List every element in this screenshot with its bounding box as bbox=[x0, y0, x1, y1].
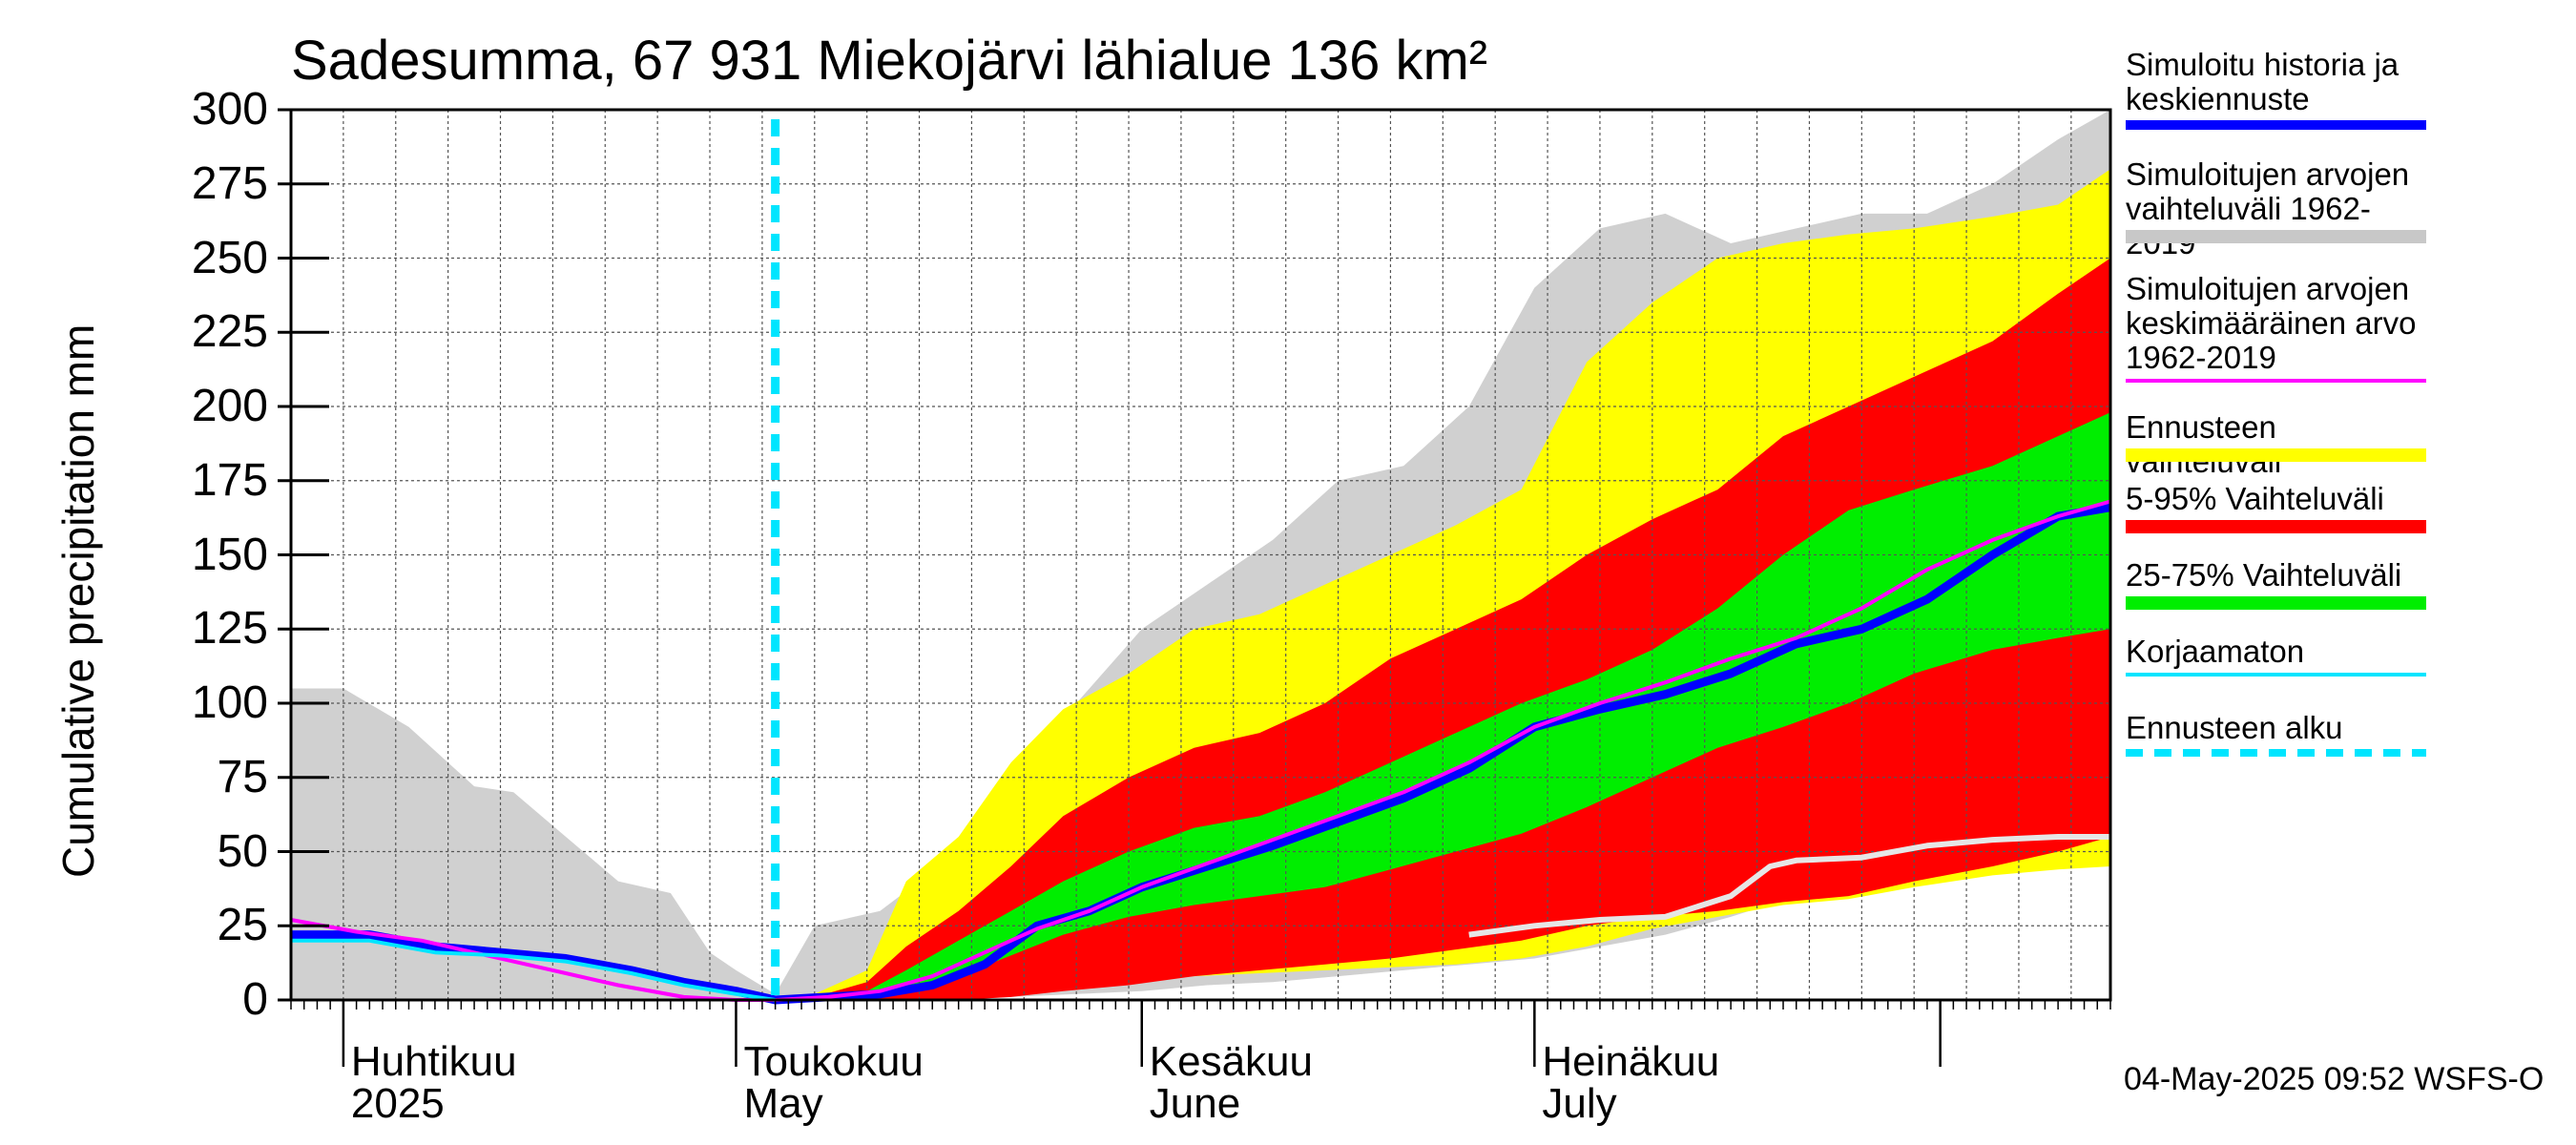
legend-label: Simuloitujen arvojen keskimääräinen arvo… bbox=[2126, 271, 2417, 375]
x-month-label-fi: Kesäkuu bbox=[1149, 1038, 1313, 1085]
chart-axes bbox=[278, 108, 2112, 1067]
legend-item: Simuloitujen arvojen vaihteluväli 1962-2… bbox=[2126, 157, 2441, 260]
legend-item: Ennusteen alku bbox=[2126, 710, 2441, 757]
series-line-e6e6e6 bbox=[1468, 834, 2110, 938]
legend-swatch bbox=[2126, 379, 2426, 383]
y-tick-label: 200 bbox=[191, 381, 268, 431]
chart-title: Sadesumma, 67 931 Miekojärvi lähialue 13… bbox=[291, 30, 1488, 92]
legend-label: Korjaamaton bbox=[2126, 634, 2305, 669]
legend-label: 25-75% Vaihteluväli bbox=[2126, 557, 2402, 593]
x-month-label-fi: Huhtikuu bbox=[350, 1038, 517, 1085]
x-month-label-en: June bbox=[1149, 1080, 1241, 1127]
x-month-label-en: May bbox=[743, 1080, 823, 1127]
legend-swatch bbox=[2126, 520, 2426, 533]
x-month-label-en: 2025 bbox=[350, 1080, 445, 1127]
legend-swatch bbox=[2126, 673, 2426, 677]
legend-swatch bbox=[2126, 448, 2426, 462]
y-tick-label: 275 bbox=[191, 157, 268, 209]
y-tick-label: 25 bbox=[217, 900, 268, 951]
series-line-00e5ff bbox=[291, 938, 776, 1002]
band-ff0000 bbox=[775, 258, 2110, 1000]
y-tick-label: 50 bbox=[217, 825, 268, 877]
x-month-label-fi: Toukokuu bbox=[743, 1038, 924, 1085]
y-axis-label: Cumulative precipitation mm bbox=[53, 323, 103, 878]
legend-item: 25-75% Vaihteluväli bbox=[2126, 557, 2441, 610]
legend-label: Ennusteen vaihteluväli bbox=[2126, 409, 2281, 479]
legend-swatch bbox=[2126, 596, 2426, 610]
y-tick-label: 250 bbox=[191, 232, 268, 283]
x-month-label-fi: Heinäkuu bbox=[1542, 1038, 1720, 1085]
band-00ee00 bbox=[775, 412, 2110, 1000]
series-line-ff00ff bbox=[290, 499, 2111, 1002]
y-tick-label: 225 bbox=[191, 306, 268, 358]
legend-label: Simuloitujen arvojen vaihteluväli 1962-2… bbox=[2126, 156, 2410, 260]
y-tick-label: 175 bbox=[191, 454, 268, 506]
legend-item: Ennusteen vaihteluväli bbox=[2126, 410, 2441, 479]
y-tick-label: 0 bbox=[242, 974, 268, 1025]
legend-item: Simuloitu historia ja keskiennuste bbox=[2126, 47, 2441, 130]
y-tick-label: 150 bbox=[191, 529, 268, 580]
legend-label: 5-95% Vaihteluväli bbox=[2126, 481, 2384, 516]
legend-swatch bbox=[2126, 120, 2426, 130]
legend-item: 5-95% Vaihteluväli bbox=[2126, 481, 2441, 533]
y-tick-label: 125 bbox=[191, 603, 268, 655]
legend-label: Ennusteen alku bbox=[2126, 710, 2343, 745]
y-tick-label: 75 bbox=[217, 751, 268, 802]
legend-item: Korjaamaton bbox=[2126, 634, 2441, 677]
y-tick-label: 100 bbox=[191, 677, 268, 728]
y-tick-label: 300 bbox=[191, 84, 268, 135]
x-month-label-en: July bbox=[1542, 1080, 1617, 1127]
timestamp-footer: 04-May-2025 09:52 WSFS-O bbox=[2124, 1061, 2545, 1097]
chart-lines bbox=[290, 119, 2111, 1005]
legend-item: Simuloitujen arvojen keskimääräinen arvo… bbox=[2126, 271, 2441, 383]
legend-swatch bbox=[2126, 230, 2426, 243]
legend-label: Simuloitu historia ja keskiennuste bbox=[2126, 47, 2399, 116]
legend-swatch bbox=[2126, 749, 2426, 757]
